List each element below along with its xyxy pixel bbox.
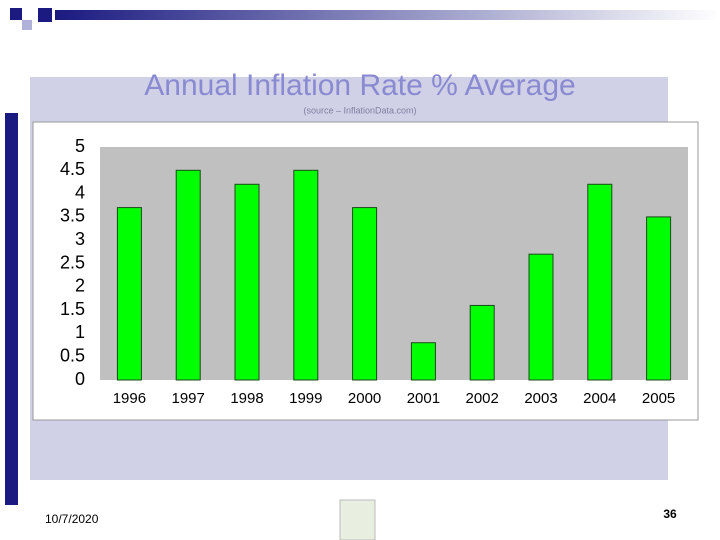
y-tick-label: 4 bbox=[75, 182, 85, 202]
bar bbox=[352, 207, 378, 381]
x-tick-label: 2000 bbox=[348, 390, 381, 407]
thumbnail bbox=[339, 499, 376, 540]
x-tick-label: 1998 bbox=[230, 390, 263, 407]
decor-square bbox=[38, 8, 52, 22]
x-tick-label: 2002 bbox=[466, 390, 499, 407]
y-tick-label: 4.5 bbox=[60, 159, 85, 179]
x-tick-label: 2003 bbox=[524, 390, 557, 407]
x-tick-label: 1996 bbox=[113, 390, 146, 407]
y-tick-label: 2 bbox=[75, 276, 85, 296]
chart-title: Annual Inflation Rate % Average bbox=[144, 69, 575, 102]
top-bar bbox=[55, 10, 720, 20]
y-tick-label: 0 bbox=[75, 369, 85, 389]
y-tick-label: 1.5 bbox=[60, 299, 85, 319]
bar bbox=[469, 304, 495, 381]
decor-square bbox=[22, 20, 32, 30]
bar bbox=[116, 207, 142, 381]
chart-subtitle: (source – InflationData.com) bbox=[303, 105, 416, 115]
y-tick-label: 5 bbox=[75, 136, 85, 156]
bar bbox=[175, 169, 201, 381]
x-tick-label: 2004 bbox=[583, 390, 616, 407]
bar bbox=[410, 342, 436, 381]
y-tick-label: 0.5 bbox=[60, 345, 85, 365]
bar bbox=[234, 183, 260, 381]
side-bar bbox=[5, 113, 18, 505]
page-number: 36 bbox=[663, 507, 677, 521]
bar bbox=[587, 183, 613, 381]
bar bbox=[646, 216, 672, 381]
decor-square bbox=[10, 8, 22, 20]
bar bbox=[528, 253, 554, 381]
x-tick-label: 1997 bbox=[172, 390, 205, 407]
footer-date: 10/7/2020 bbox=[45, 512, 99, 526]
chart: 0 0.5 1 1.5 2 2.5 3 3.5 4 4.5 5 1996 1997 1998 1999 200… bbox=[60, 136, 675, 407]
y-tick-label: 2.5 bbox=[60, 252, 85, 272]
x-tick-label: 2001 bbox=[407, 390, 440, 407]
x-tick-label: 2005 bbox=[642, 390, 675, 407]
x-tick-label: 1999 bbox=[289, 390, 322, 407]
y-tick-label: 1 bbox=[75, 322, 85, 342]
bar bbox=[293, 169, 319, 381]
y-tick-label: 3 bbox=[75, 229, 85, 249]
y-tick-label: 3.5 bbox=[60, 206, 85, 226]
